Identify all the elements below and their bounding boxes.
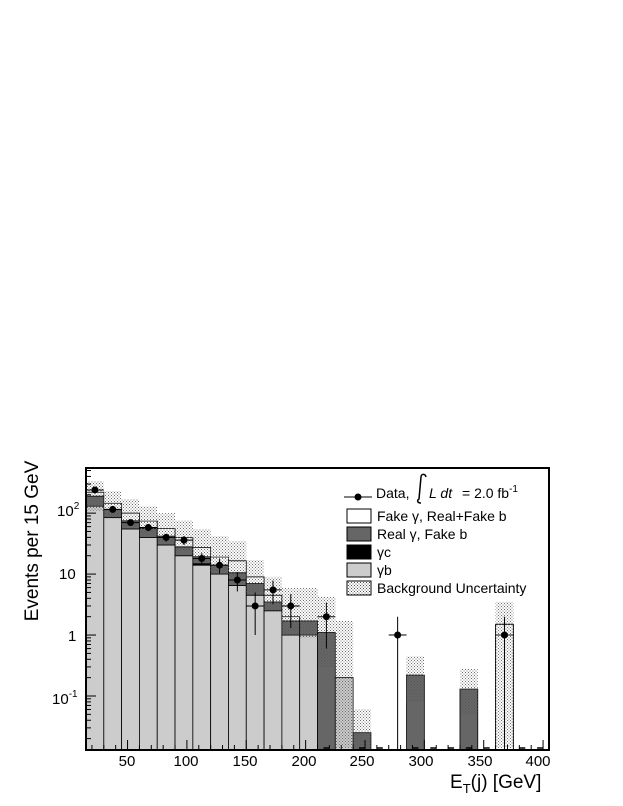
x-tick-label: 350 [467, 753, 492, 770]
bar-gamma-b [210, 573, 229, 751]
uncertainty-band [121, 499, 140, 527]
bar-gamma-b [263, 610, 283, 751]
x-tick-label: 200 [291, 753, 316, 770]
x-axis-label: ET(j) [GeV] [450, 772, 541, 796]
bar-gamma-b [156, 544, 176, 751]
data-point [322, 613, 330, 621]
y-tick-label-100: 102 [57, 501, 80, 520]
x-tick-label: 150 [232, 753, 257, 770]
data-point [144, 524, 152, 532]
data-point [500, 631, 508, 639]
data-point [233, 576, 241, 584]
legend-swatch-gamma-c [346, 544, 372, 560]
bar-gamma-b [174, 555, 194, 751]
data-points [86, 486, 544, 750]
bar-gamma-b [281, 634, 301, 751]
uncertainty-band [210, 536, 229, 572]
x-tick-label: 250 [349, 753, 374, 770]
data-point [109, 505, 117, 513]
data-point [287, 602, 295, 610]
uncertainty-band [86, 481, 104, 511]
bar-gamma-b [85, 505, 105, 751]
data-point [394, 631, 402, 639]
legend-label-real-fake: Real γ, Fake b [377, 526, 467, 542]
bar-gamma-b [103, 517, 123, 751]
bar-gamma-b [192, 564, 212, 751]
legend-label-gamma-c: γc [377, 544, 391, 560]
legend-lumi-value: = 2.0 fb-1 [462, 484, 518, 501]
y-axis-label: Events per 15 GeV [22, 460, 43, 621]
data-point [180, 536, 188, 544]
bar-gamma-b [228, 585, 247, 751]
uncertainty-band [175, 520, 193, 551]
uncertainty-band [335, 620, 354, 749]
uncertainty-band [192, 528, 211, 564]
uncertainty-band [353, 709, 371, 749]
legend-swatch-real-fake [346, 526, 372, 542]
uncertainty-band [459, 668, 478, 715]
legend-label-gamma-b: γb [377, 562, 392, 578]
x-tick-label: 300 [408, 753, 433, 770]
uncertainty-band [157, 513, 176, 541]
uncertainty-band [228, 540, 247, 577]
legend-integral-sign [416, 473, 427, 504]
legend-swatch-gamma-b [346, 562, 372, 578]
legend: Data, L dt = 2.0 fb-1 Fake γ, Real+Fake … [344, 473, 526, 596]
uncertainty-band [103, 491, 122, 520]
axis-ticks [86, 470, 544, 750]
data-point [162, 533, 170, 541]
y-tick-label-10: 10 [59, 566, 76, 583]
x-tick-labels: 50 100 150 200 250 300 350 400 [119, 753, 551, 770]
data-point [91, 486, 99, 494]
legend-swatch-uncertainty [346, 580, 372, 596]
bar-gamma-b [139, 536, 158, 751]
data-point [251, 602, 259, 610]
legend-swatch-fake-real [346, 508, 372, 524]
y-tick-label-0.1: 10-1 [52, 689, 78, 708]
legend-label-fake-real: Fake γ, Real+Fake b [377, 508, 507, 524]
data-point [216, 561, 224, 569]
y-tick-label-1: 1 [68, 628, 76, 645]
legend-lumi-L: L dt [429, 485, 453, 501]
bar-gamma-b [121, 528, 140, 751]
uncertainty-band [406, 656, 425, 702]
data-point [198, 555, 206, 563]
uncertainty-band [246, 560, 265, 593]
data-point [269, 586, 277, 594]
legend-data-label: Data, [376, 485, 409, 501]
x-tick-label: 400 [525, 753, 550, 770]
data-point [127, 519, 135, 527]
x-tick-label: 50 [119, 753, 136, 770]
legend-label-uncertainty: Background Uncertainty [377, 580, 526, 596]
legend-data-marker [344, 493, 372, 501]
x-tick-label: 100 [173, 753, 198, 770]
bar-gamma-b [299, 634, 318, 751]
uncertainty-band [299, 587, 318, 638]
